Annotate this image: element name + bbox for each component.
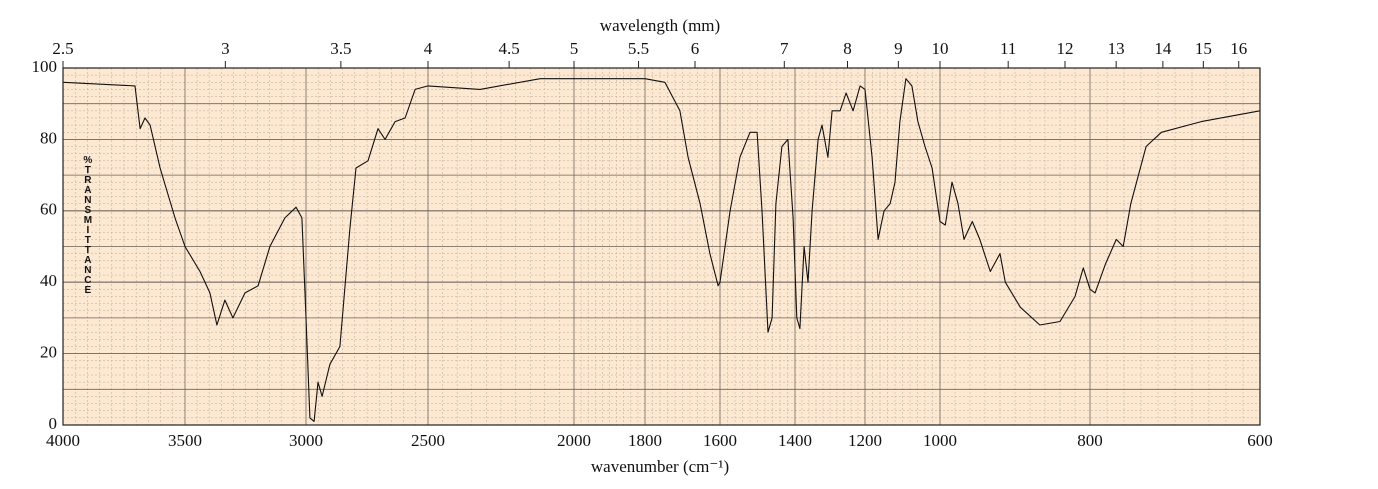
x2-tick-label: 11 (1000, 39, 1016, 58)
x2-tick-label: 14 (1154, 39, 1172, 58)
x2-tick-label: 7 (780, 39, 789, 58)
x2-axis-title: wavelength (mm) (600, 16, 720, 35)
x-tick-label: 1600 (703, 431, 737, 450)
x-tick-label: 4000 (46, 431, 80, 450)
x2-tick-label: 5.5 (628, 39, 649, 58)
x2-tick-label: 3.5 (330, 39, 351, 58)
x2-tick-label: 16 (1230, 39, 1247, 58)
x-tick-label: 600 (1247, 431, 1273, 450)
x2-tick-label: 8 (843, 39, 852, 58)
x-axis-title: wavenumber (cm⁻¹) (591, 457, 729, 476)
x-tick-label: 3500 (168, 431, 202, 450)
x2-tick-label: 15 (1195, 39, 1212, 58)
plot-frame (62, 67, 1261, 426)
x-tick-label: 1400 (778, 431, 812, 450)
x-tick-label: 2500 (411, 431, 445, 450)
x-tick-label: 1000 (923, 431, 957, 450)
x-tick-label: 1200 (848, 431, 882, 450)
x2-tick-label: 2.5 (52, 39, 73, 58)
x2-tick-label: 5 (570, 39, 579, 58)
y-axis-title: %TRANSMITTANCE (82, 155, 93, 295)
x-tick-label: 800 (1077, 431, 1103, 450)
x2-tick-label: 4 (424, 39, 433, 58)
x2-tick-label: 12 (1057, 39, 1074, 58)
x2-tick-label: 13 (1108, 39, 1125, 58)
y-tick-label: 100 (32, 57, 58, 76)
x2-tick-label: 9 (894, 39, 903, 58)
x-tick-label: 2000 (557, 431, 591, 450)
x-tick-label: 3000 (289, 431, 323, 450)
x2-tick-label: 6 (691, 39, 700, 58)
y-tick-label: 0 (49, 414, 58, 433)
grid (62, 67, 1261, 426)
y-tick-label: 60 (40, 200, 57, 219)
y-tick-label: 20 (40, 343, 57, 362)
y-tick-label: 40 (40, 271, 57, 290)
x-tick-label: 1800 (628, 431, 662, 450)
marks (62, 78, 1261, 422)
x2-tick-label: 4.5 (498, 39, 519, 58)
spectrum-line (62, 78, 1261, 422)
x2-tick-label: 3 (221, 39, 230, 58)
y-tick-label: 80 (40, 128, 57, 147)
x2-tick-label: 10 (932, 39, 949, 58)
